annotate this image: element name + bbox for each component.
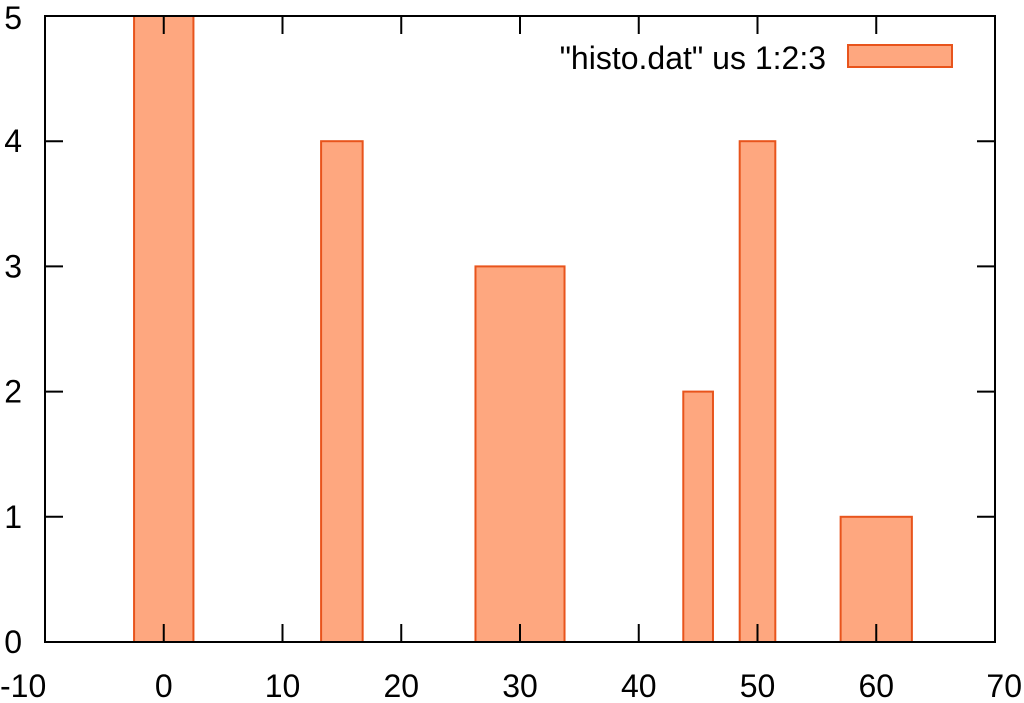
bar-5 bbox=[839, 515, 913, 643]
x-tick-label: -10 bbox=[0, 668, 46, 703]
x-tick-label: 40 bbox=[621, 668, 657, 703]
bar-4 bbox=[738, 140, 777, 643]
y-tick-label: 3 bbox=[4, 248, 22, 284]
bar-0 bbox=[133, 15, 195, 643]
y-tick-label: 0 bbox=[4, 624, 22, 660]
bar-3 bbox=[682, 390, 714, 643]
legend: "histo.dat" us 1:2:3 bbox=[560, 40, 953, 76]
bar-1 bbox=[320, 140, 364, 643]
bars-layer bbox=[133, 15, 913, 643]
x-tick-label: 0 bbox=[155, 668, 173, 703]
x-tick-label: 30 bbox=[502, 668, 538, 703]
x-tick-label: 70 bbox=[986, 668, 1022, 703]
y-tick-label: 4 bbox=[4, 123, 22, 159]
legend-swatch bbox=[847, 44, 953, 68]
plot-frame bbox=[44, 15, 996, 643]
y-tick-label: 2 bbox=[4, 374, 22, 410]
bar-2 bbox=[474, 265, 566, 643]
x-tick-label: 60 bbox=[858, 668, 894, 703]
x-tick-label: 10 bbox=[265, 668, 301, 703]
x-tick-label: 50 bbox=[740, 668, 776, 703]
legend-label: "histo.dat" us 1:2:3 bbox=[560, 40, 826, 76]
y-tick-labels: 0 1 2 3 4 5 bbox=[4, 0, 22, 660]
y-tick-label: 1 bbox=[4, 499, 22, 535]
x-tick-label: 20 bbox=[383, 668, 419, 703]
x-tick-labels: -10 0 10 20 30 40 50 60 70 bbox=[0, 668, 1022, 703]
y-tick-label: 5 bbox=[4, 0, 22, 36]
